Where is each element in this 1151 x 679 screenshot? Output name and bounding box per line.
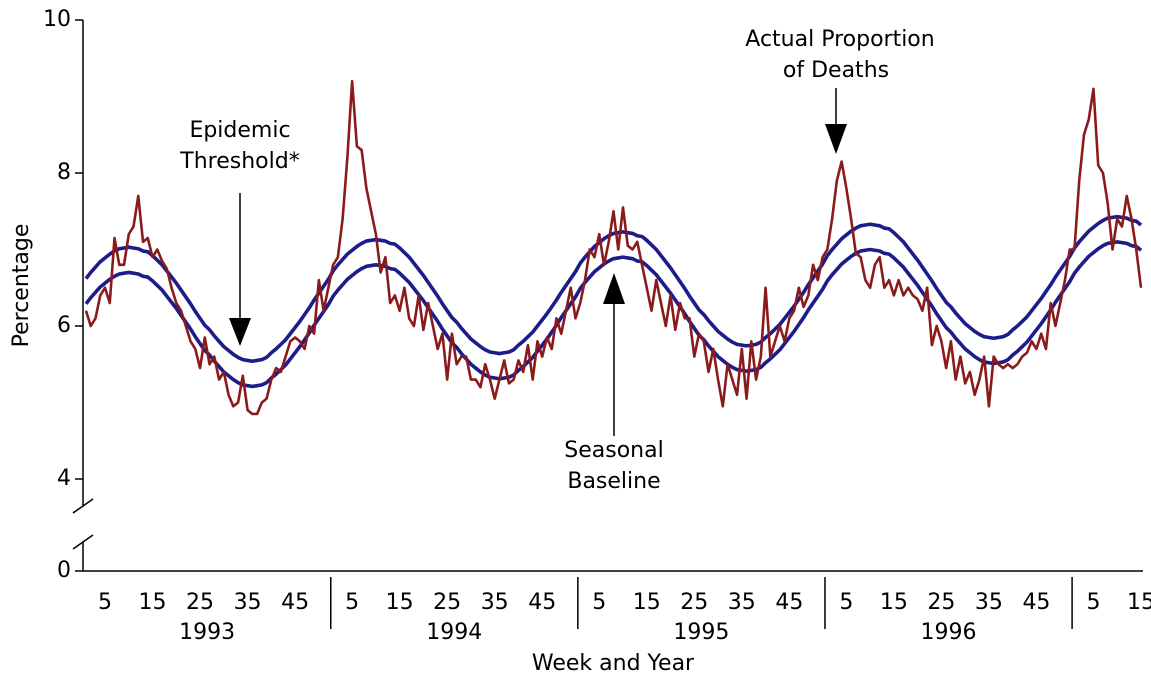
x-tick-label: 45: [775, 590, 803, 615]
x-tick-label: 25: [927, 590, 955, 615]
x-tick-label: 45: [528, 590, 556, 615]
x-tick-label: 5: [98, 590, 112, 615]
x-tick-label: 35: [975, 590, 1003, 615]
x-tick-label: 5: [839, 590, 853, 615]
x-tick-label: 15: [1127, 590, 1151, 615]
annotation: Seasonal: [564, 438, 663, 463]
y-tick-label: 4: [57, 466, 71, 491]
axis-break: [72, 534, 94, 550]
actual-line: [84, 79, 1143, 416]
axis-break: [72, 498, 94, 514]
year-label: 1993: [179, 620, 235, 645]
x-tick-label: 15: [880, 590, 908, 615]
x-tick-label: 25: [680, 590, 708, 615]
x-tick-label: 5: [592, 590, 606, 615]
year-label: 1994: [426, 620, 482, 645]
x-tick-label: 5: [345, 590, 359, 615]
y-tick-label: 6: [57, 313, 71, 338]
y-axis-title: Percentage: [9, 224, 34, 348]
year-label: 1995: [673, 620, 729, 645]
x-axis-title: Week and Year: [532, 651, 695, 676]
x-tick-label: 35: [234, 590, 262, 615]
x-tick-label: 25: [186, 590, 214, 615]
y-tick-label: 10: [43, 7, 71, 32]
annotations: [229, 88, 847, 436]
baseline-line: [84, 240, 1143, 389]
x-tick-label: 45: [281, 590, 309, 615]
x-tick-label: 5: [1086, 590, 1100, 615]
annotation: of Deaths: [783, 58, 889, 83]
annotation: Threshold*: [179, 149, 299, 174]
baseline-line: [84, 214, 1143, 363]
x-tick-label: 45: [1022, 590, 1050, 615]
arrowhead: [825, 124, 847, 154]
y-tick-label: 0: [57, 558, 71, 583]
arrowhead: [603, 273, 625, 304]
year-label: 1996: [921, 620, 977, 645]
annotation: Baseline: [567, 469, 660, 494]
x-tick-label: 15: [386, 590, 414, 615]
annotation: Actual Proportion: [745, 27, 934, 52]
x-tick-label: 15: [139, 590, 167, 615]
x-tick-label: 15: [633, 590, 661, 615]
annotation: Epidemic: [189, 118, 290, 143]
arrowhead: [229, 318, 251, 346]
x-tick-label: 25: [433, 590, 461, 615]
x-tick-label: 35: [728, 590, 756, 615]
x-tick-label: 35: [481, 590, 509, 615]
y-tick-label: 8: [57, 160, 71, 185]
